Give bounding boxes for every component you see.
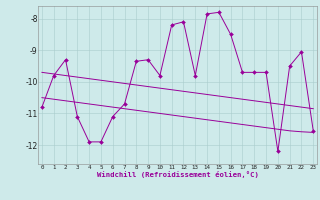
X-axis label: Windchill (Refroidissement éolien,°C): Windchill (Refroidissement éolien,°C) (97, 171, 259, 178)
